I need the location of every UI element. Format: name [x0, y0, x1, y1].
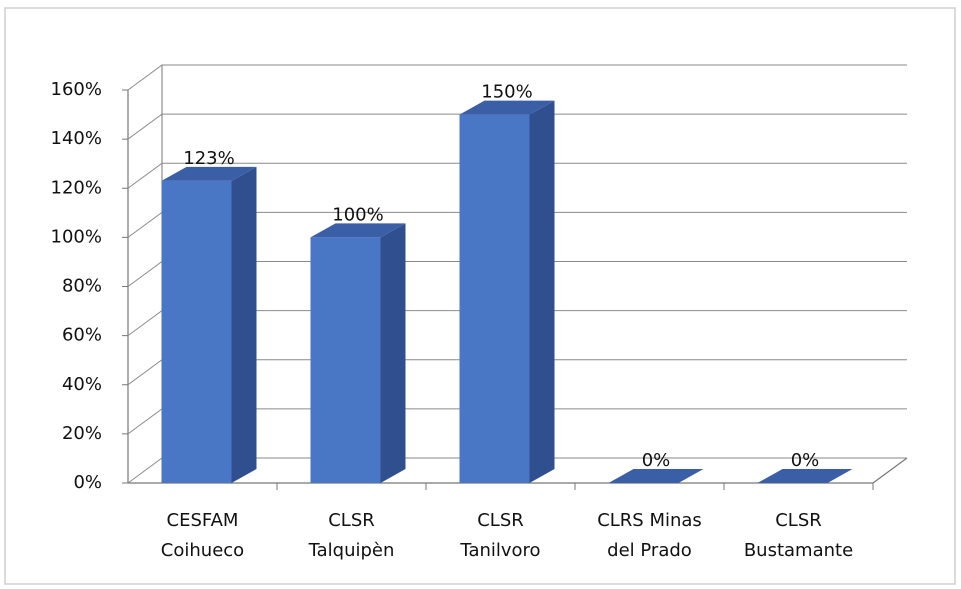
y-tick-label: 120%: [51, 177, 102, 198]
bar-side: [380, 223, 406, 483]
y-tick-label: 60%: [62, 325, 102, 346]
bar-side: [231, 166, 257, 483]
bar-front: [161, 180, 232, 483]
y-tick-label: 100%: [51, 226, 102, 247]
grid-line: [127, 113, 907, 140]
x-tick-label: CLRS Minas del Prado: [597, 510, 702, 561]
bar-top: [459, 100, 555, 115]
bar-front: [310, 237, 381, 483]
x-tick-label: CLSR Tanilvoro: [460, 510, 541, 561]
grid-line: [127, 162, 907, 189]
bar-top: [608, 469, 704, 483]
y-tick-label: 20%: [62, 423, 102, 444]
data-label: 100%: [332, 204, 383, 225]
bar-top: [310, 223, 406, 238]
y-tick-label: 160%: [51, 79, 102, 100]
y-tick-label: 0%: [73, 472, 102, 493]
x-tick-label: CLSR Talquipèn: [308, 510, 395, 561]
x-tick-label: CESFAM Coihueco: [160, 510, 245, 561]
bar-front: [459, 114, 530, 483]
x-tick-label: CLSR Bustamante: [743, 510, 854, 561]
y-tick-label: 40%: [62, 374, 102, 395]
y-tick-label: 80%: [62, 276, 102, 297]
bar-top: [757, 469, 853, 483]
bar-side: [529, 100, 555, 483]
data-label: 0%: [642, 450, 671, 471]
grid-line: [127, 64, 907, 91]
data-label: 123%: [183, 148, 234, 169]
bar-top: [161, 166, 257, 181]
y-tick-label: 140%: [51, 128, 102, 149]
data-label: 150%: [481, 82, 532, 103]
data-label: 0%: [791, 450, 820, 471]
